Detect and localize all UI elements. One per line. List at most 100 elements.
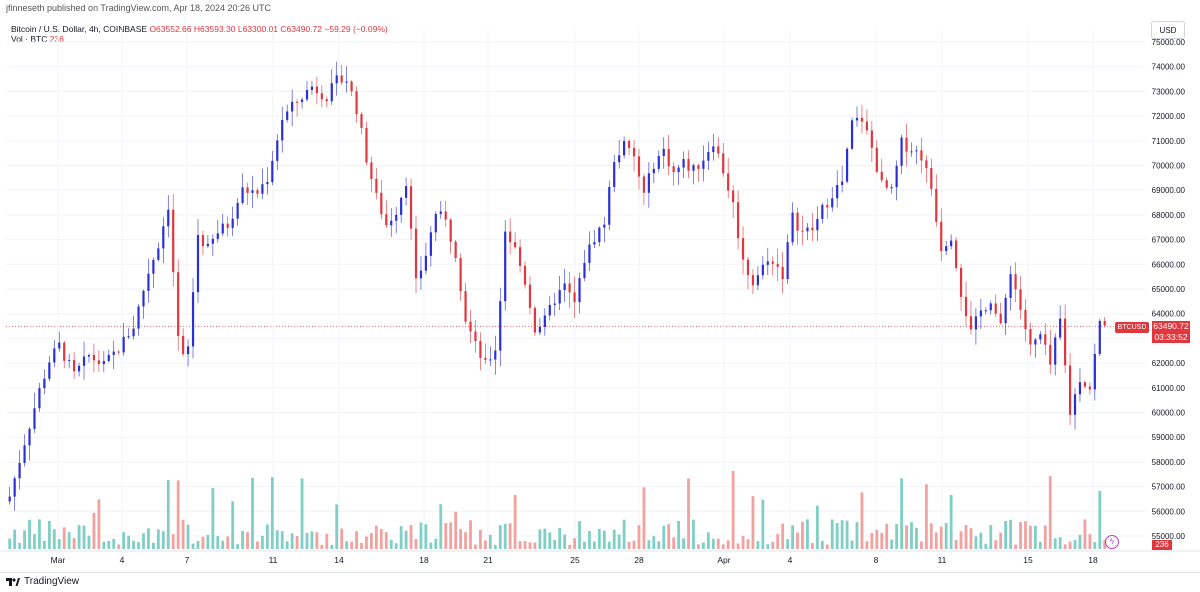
candle-body <box>390 220 393 226</box>
tradingview-logo[interactable]: TradingView <box>6 576 79 587</box>
candle-body <box>152 259 155 274</box>
volume-bar <box>1063 544 1067 549</box>
volume-bar <box>761 499 765 549</box>
volume-bar <box>350 541 353 549</box>
candle-body <box>489 359 492 361</box>
candle-body <box>841 181 844 185</box>
candle-body <box>142 290 145 307</box>
candle-body <box>558 290 561 304</box>
time-tick-label: 25 <box>570 555 580 565</box>
volume-bar <box>974 536 978 549</box>
candle-body <box>291 101 294 112</box>
candles <box>8 61 1106 511</box>
volume-bar <box>796 532 799 549</box>
time-tick-label: 28 <box>634 555 644 565</box>
volume-label[interactable]: Vol · BTC <box>11 34 48 44</box>
candle-body <box>692 165 695 171</box>
volume-bar <box>523 541 527 549</box>
candle-body <box>102 360 105 365</box>
time-tick-label: 15 <box>1023 555 1033 565</box>
candle-body <box>979 310 982 317</box>
volume-bar <box>969 528 973 549</box>
volume-bar <box>855 522 859 549</box>
volume-bar <box>142 533 145 549</box>
volume-bar <box>246 532 249 549</box>
candle-body <box>533 307 537 333</box>
candle-body <box>182 335 185 355</box>
volume-bar <box>394 543 398 549</box>
volume-bar <box>474 544 477 549</box>
volume-bar <box>67 532 71 549</box>
candle-body <box>424 255 428 271</box>
volume-bar <box>642 487 646 549</box>
volume-bar <box>285 541 289 549</box>
candle-body <box>766 261 769 265</box>
volume-bar <box>1009 519 1013 549</box>
candle-body <box>950 240 953 247</box>
volume-bar <box>588 531 591 549</box>
candle-body <box>1034 339 1037 345</box>
volume-bar <box>236 544 240 549</box>
currency-selector[interactable]: USD <box>1151 21 1185 39</box>
candle-body <box>360 114 363 128</box>
candle-body <box>548 304 551 316</box>
candle-body <box>836 184 839 199</box>
price-chart[interactable]: 75000.00 74000.00 73000.00 72000.00 71000.00… <box>0 0 1200 572</box>
candle-body <box>865 121 869 131</box>
candle-body <box>206 243 209 247</box>
candle-body <box>603 224 606 228</box>
volume-bar <box>370 533 373 549</box>
last-price-value: 63490.72 <box>1153 321 1189 331</box>
candle-body <box>662 148 665 156</box>
volume-bar <box>454 511 458 549</box>
candle-body <box>107 354 110 361</box>
candle-body <box>340 75 343 83</box>
volume-bar <box>721 544 725 549</box>
volume-bar <box>151 542 155 549</box>
candle-body <box>860 117 864 122</box>
volume-bar <box>171 534 175 549</box>
candle-body <box>73 359 76 372</box>
volume-bar <box>756 541 760 549</box>
time-tick-label: 18 <box>419 555 429 565</box>
candle-body <box>895 165 898 188</box>
candle-body <box>1098 320 1101 354</box>
volume-bar <box>786 539 790 549</box>
symbol-title[interactable]: Bitcoin / U.S. Dollar, 4h, COINBASE <box>11 24 148 34</box>
candle-body <box>637 156 641 177</box>
candle-body <box>469 321 472 332</box>
volume-bar <box>959 531 963 549</box>
volume-bar <box>47 520 51 549</box>
price-tick-label: 62000.00 <box>1152 359 1186 368</box>
volume-bar <box>905 525 908 549</box>
price-tick-label: 70000.00 <box>1152 162 1186 171</box>
volume-bar <box>221 540 225 549</box>
candle-body <box>801 230 804 232</box>
candle-body <box>167 209 170 227</box>
volume-bar <box>949 494 953 549</box>
candle-body <box>1068 365 1072 415</box>
candle-body <box>746 259 750 276</box>
volume-bar <box>652 536 656 549</box>
time-tick-label: 4 <box>788 555 793 565</box>
volume-bar <box>771 541 775 549</box>
volume-bar <box>439 504 443 549</box>
volume-bar <box>23 530 26 549</box>
volume-bar <box>290 533 294 549</box>
footer: TradingView <box>0 572 1200 592</box>
lightning-icon[interactable]: ϟ <box>1105 535 1119 549</box>
volume-bar <box>1093 542 1097 549</box>
volume-bar <box>191 543 195 549</box>
candle-body <box>712 146 715 153</box>
volume-bar <box>563 534 567 549</box>
candle-body <box>727 173 730 191</box>
candle-body <box>618 155 621 163</box>
candle-body <box>53 348 56 363</box>
volume-bar <box>459 529 463 549</box>
candle-body <box>375 178 378 193</box>
volume-bar <box>127 535 131 549</box>
volume-bar <box>885 523 889 549</box>
volume-bar <box>612 529 616 549</box>
volume-bar <box>206 534 210 549</box>
volume-bar <box>72 538 76 549</box>
